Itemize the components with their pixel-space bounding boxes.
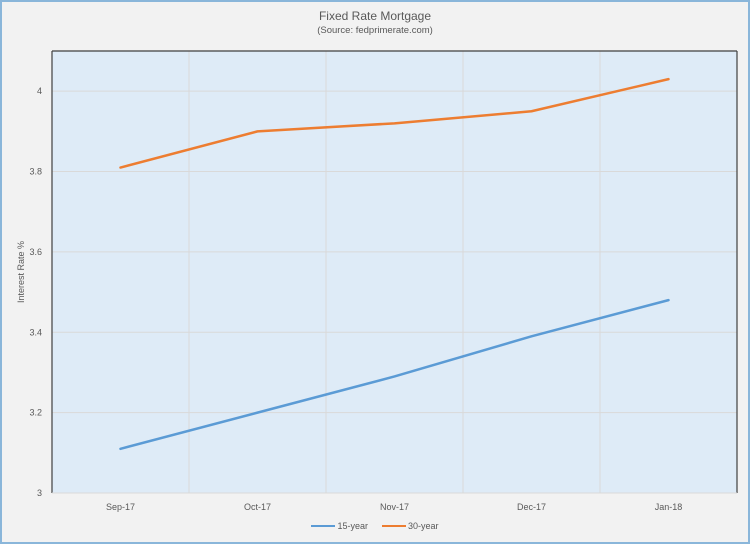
- legend-swatch-icon: [311, 524, 336, 528]
- x-tick-label: Sep-17: [106, 502, 135, 512]
- y-tick-label: 3: [37, 488, 42, 498]
- y-axis-title: Interest Rate %: [16, 241, 26, 303]
- legend-item-15-year[interactable]: 15-year: [311, 521, 368, 531]
- legend: 15-year 30-year: [0, 521, 750, 531]
- x-tick-label: Dec-17: [517, 502, 546, 512]
- x-tick-label: Oct-17: [244, 502, 271, 512]
- y-axis-ticks: 3 3.2 3.4 3.6 3.8 4: [29, 86, 42, 498]
- x-tick-label: Nov-17: [380, 502, 409, 512]
- y-tick-label: 3.6: [29, 247, 42, 257]
- chart-subtitle: (Source: fedprimerate.com): [317, 25, 433, 36]
- y-tick-label: 4: [37, 86, 42, 96]
- legend-item-30-year[interactable]: 30-year: [382, 521, 439, 531]
- gridlines: [51, 50, 738, 494]
- legend-swatch-icon: [382, 524, 406, 528]
- y-tick-label: 3.4: [29, 327, 42, 337]
- legend-label: 30-year: [408, 521, 439, 531]
- series-line-30-year: [119, 77, 670, 169]
- chart-title: Fixed Rate Mortgage: [318, 9, 432, 23]
- x-axis-ticks: Sep-17 Oct-17 Nov-17 Dec-17 Jan-18: [106, 502, 682, 512]
- plot-area: [52, 51, 737, 493]
- series-lines: [119, 77, 670, 451]
- legend-label: 15-year: [337, 521, 368, 531]
- series-line-15-year: [119, 298, 670, 451]
- x-tick-label: Jan-18: [655, 502, 683, 512]
- y-tick-label: 3.2: [29, 408, 42, 418]
- y-tick-label: 3.8: [29, 167, 42, 177]
